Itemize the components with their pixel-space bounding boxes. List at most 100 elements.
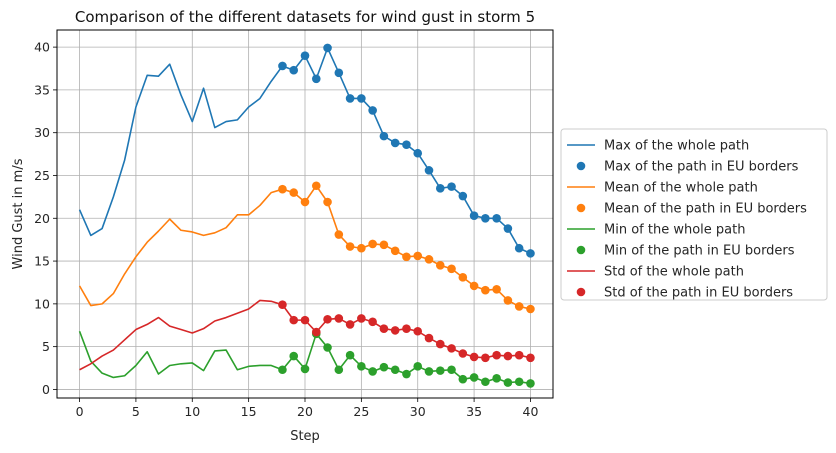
data-point-max-of-the-path-in-eu-borders	[492, 213, 501, 223]
y-tick-label: 30	[34, 125, 50, 140]
data-point-std-of-the-path-in-eu-borders	[458, 349, 468, 358]
data-point-min-of-the-path-in-eu-borders	[458, 374, 468, 384]
series-layer	[78, 43, 535, 388]
data-point-min-of-the-path-in-eu-borders	[323, 343, 332, 352]
grid	[57, 30, 553, 398]
data-point-mean-of-the-path-in-eu-borders	[334, 230, 344, 239]
data-point-std-of-the-path-in-eu-borders	[435, 339, 445, 349]
data-point-min-of-the-path-in-eu-borders	[481, 377, 490, 387]
legend-marker-std-of-the-path-in-eu-borders	[576, 287, 586, 297]
data-point-max-of-the-path-in-eu-borders	[469, 211, 479, 221]
data-point-min-of-the-path-in-eu-borders	[357, 362, 366, 371]
data-point-std-of-the-path-in-eu-borders	[481, 353, 490, 363]
data-point-min-of-the-path-in-eu-borders	[469, 373, 479, 382]
data-point-max-of-the-path-in-eu-borders	[311, 74, 321, 84]
data-point-mean-of-the-path-in-eu-borders	[458, 273, 468, 282]
data-point-mean-of-the-path-in-eu-borders	[379, 240, 389, 250]
data-point-min-of-the-path-in-eu-borders	[390, 365, 400, 375]
data-point-max-of-the-path-in-eu-borders	[368, 106, 377, 115]
data-point-mean-of-the-path-in-eu-borders	[402, 252, 411, 262]
data-point-mean-of-the-path-in-eu-borders	[503, 296, 513, 305]
data-point-std-of-the-path-in-eu-borders	[357, 314, 366, 323]
legend-label: Mean of the path in EU borders	[604, 202, 807, 217]
data-point-std-of-the-path-in-eu-borders	[311, 327, 321, 337]
data-point-max-of-the-path-in-eu-borders	[503, 224, 513, 233]
data-point-mean-of-the-path-in-eu-borders	[481, 285, 490, 295]
x-axis-label: Step	[290, 429, 320, 444]
legend-label: Min of the whole path	[604, 223, 745, 238]
legend-marker-max-of-the-path-in-eu-borders	[576, 161, 586, 171]
data-point-min-of-the-path-in-eu-borders	[368, 367, 377, 376]
data-point-min-of-the-path-in-eu-borders	[447, 365, 456, 375]
y-tick-label: 40	[34, 40, 50, 55]
data-point-std-of-the-path-in-eu-borders	[300, 315, 310, 325]
data-point-min-of-the-path-in-eu-borders	[334, 365, 344, 375]
data-point-mean-of-the-path-in-eu-borders	[289, 188, 299, 197]
data-point-max-of-the-path-in-eu-borders	[379, 131, 389, 141]
data-point-min-of-the-path-in-eu-borders	[300, 364, 310, 374]
data-point-std-of-the-path-in-eu-borders	[503, 351, 513, 361]
data-point-mean-of-the-path-in-eu-borders	[492, 285, 501, 294]
y-tick-label: 20	[34, 211, 50, 226]
legend-frame	[560, 128, 828, 301]
data-point-max-of-the-path-in-eu-borders	[334, 68, 344, 78]
data-point-min-of-the-path-in-eu-borders	[278, 365, 287, 375]
data-point-mean-of-the-path-in-eu-borders	[514, 302, 524, 311]
data-point-max-of-the-path-in-eu-borders	[526, 249, 535, 258]
data-point-min-of-the-path-in-eu-borders	[289, 351, 299, 361]
data-point-max-of-the-path-in-eu-borders	[289, 65, 299, 75]
data-point-mean-of-the-path-in-eu-borders	[368, 239, 377, 249]
data-point-mean-of-the-path-in-eu-borders	[357, 243, 366, 253]
data-point-max-of-the-path-in-eu-borders	[390, 138, 400, 148]
data-point-min-of-the-path-in-eu-borders	[526, 379, 535, 388]
data-point-mean-of-the-path-in-eu-borders	[469, 281, 479, 291]
data-point-std-of-the-path-in-eu-borders	[469, 352, 479, 362]
data-point-min-of-the-path-in-eu-borders	[503, 378, 513, 387]
data-point-std-of-the-path-in-eu-borders	[368, 317, 377, 327]
data-point-min-of-the-path-in-eu-borders	[424, 367, 434, 376]
x-tick-label: 5	[132, 404, 140, 419]
legend-label: Std of the whole path	[604, 265, 744, 280]
legend-marker-min-of-the-path-in-eu-borders	[576, 245, 586, 255]
data-point-std-of-the-path-in-eu-borders	[447, 344, 456, 353]
data-point-max-of-the-path-in-eu-borders	[514, 243, 524, 253]
data-point-std-of-the-path-in-eu-borders	[514, 350, 524, 360]
data-point-max-of-the-path-in-eu-borders	[424, 166, 434, 175]
data-point-mean-of-the-path-in-eu-borders	[435, 261, 445, 270]
data-point-max-of-the-path-in-eu-borders	[447, 182, 456, 191]
y-tick-label: 35	[34, 82, 50, 97]
data-point-mean-of-the-path-in-eu-borders	[447, 264, 456, 274]
y-axis-label: Wind Gust in m/s	[11, 158, 26, 269]
data-point-max-of-the-path-in-eu-borders	[278, 61, 287, 71]
data-point-std-of-the-path-in-eu-borders	[345, 320, 355, 329]
data-point-std-of-the-path-in-eu-borders	[390, 326, 400, 335]
data-point-max-of-the-path-in-eu-borders	[300, 51, 310, 60]
legend-label: Mean of the whole path	[604, 181, 758, 196]
data-point-std-of-the-path-in-eu-borders	[424, 333, 434, 343]
data-point-mean-of-the-path-in-eu-borders	[311, 181, 321, 191]
data-point-max-of-the-path-in-eu-borders	[357, 94, 366, 103]
y-tick-label: 15	[34, 254, 50, 269]
y-tick-label: 0	[42, 382, 50, 397]
data-point-min-of-the-path-in-eu-borders	[345, 350, 355, 360]
data-point-mean-of-the-path-in-eu-borders	[345, 242, 355, 251]
legend-marker-mean-of-the-path-in-eu-borders	[576, 203, 586, 213]
legend-label: Min of the path in EU borders	[604, 244, 795, 259]
data-point-std-of-the-path-in-eu-borders	[323, 314, 332, 324]
legend-label: Max of the path in EU borders	[604, 160, 799, 175]
data-point-min-of-the-path-in-eu-borders	[492, 374, 501, 383]
data-point-max-of-the-path-in-eu-borders	[413, 148, 423, 158]
x-tick-label: 25	[353, 404, 369, 419]
data-point-std-of-the-path-in-eu-borders	[334, 314, 344, 323]
data-point-min-of-the-path-in-eu-borders	[435, 366, 445, 375]
data-point-max-of-the-path-in-eu-borders	[402, 140, 411, 149]
data-point-std-of-the-path-in-eu-borders	[492, 350, 501, 360]
data-point-max-of-the-path-in-eu-borders	[481, 213, 490, 223]
data-point-mean-of-the-path-in-eu-borders	[323, 197, 332, 207]
data-point-mean-of-the-path-in-eu-borders	[300, 197, 310, 207]
x-tick-label: 35	[466, 404, 482, 419]
legend-label: Max of the whole path	[604, 139, 749, 154]
data-point-max-of-the-path-in-eu-borders	[323, 43, 332, 53]
y-tick-label: 5	[42, 339, 50, 354]
